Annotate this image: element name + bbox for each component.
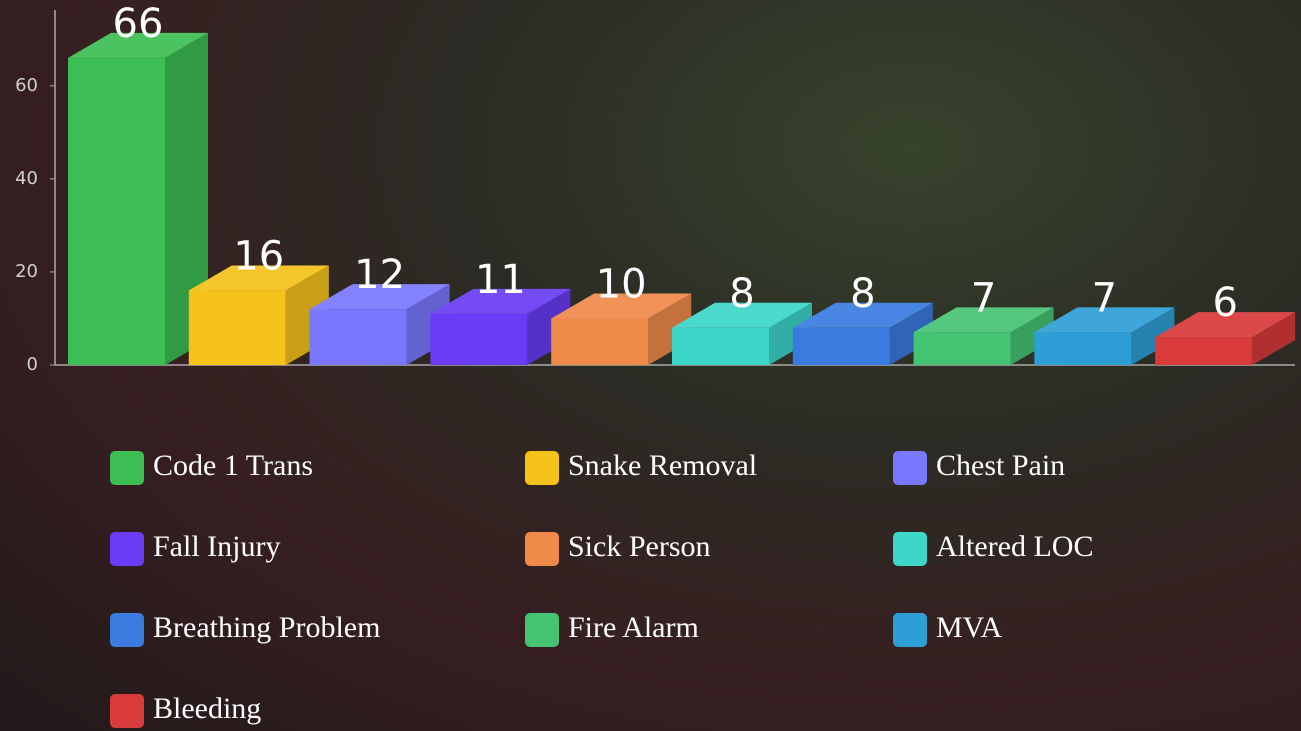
value-label: 16 [233, 234, 284, 280]
bar [188, 290, 286, 365]
bar-side-shade [1010, 307, 1054, 365]
bar-top [672, 302, 812, 328]
legend-swatch [525, 613, 559, 647]
bar-top-shade [68, 32, 208, 58]
bar-top [68, 32, 208, 58]
bar [309, 309, 407, 365]
legend-label: Code 1 Trans [153, 449, 313, 482]
bar-top [430, 288, 571, 314]
bar-top [1155, 312, 1296, 338]
legend-label: Bleeding [153, 692, 261, 725]
bar [430, 313, 528, 365]
bar-side [769, 302, 812, 365]
legend-label: Fall Injury [153, 530, 281, 563]
legend-swatch [110, 451, 144, 485]
bar-top-shade [551, 293, 692, 319]
bar-side-shade [1252, 312, 1296, 365]
y-tick-label: 20 [15, 261, 38, 282]
bar-top [188, 265, 329, 291]
bar-top [913, 307, 1054, 333]
legend-swatch [893, 451, 927, 485]
legend-swatch [110, 694, 144, 728]
value-label: 7 [971, 275, 996, 321]
bar-top-shade [309, 284, 450, 310]
bar-top-shade [430, 288, 571, 314]
bar-top-shade [913, 307, 1054, 333]
bar [672, 327, 769, 365]
bar-top [309, 284, 450, 310]
legend-label: Chest Pain [936, 449, 1065, 482]
legend-swatch [893, 613, 927, 647]
bar-side [1010, 307, 1054, 365]
bar-top [551, 293, 692, 319]
y-tick-label: 60 [15, 75, 38, 96]
bar [68, 57, 165, 365]
value-label: 12 [354, 252, 405, 298]
legend-label: Sick Person [568, 530, 711, 563]
bar [1155, 337, 1253, 365]
legend-label: Snake Removal [568, 449, 757, 482]
bar [1034, 332, 1132, 365]
legend-label: MVA [936, 611, 1002, 644]
bar-top-shade [792, 302, 933, 328]
bar-side-shade [889, 302, 933, 365]
bar-side-shade [769, 302, 812, 365]
bar-top-shade [1034, 307, 1175, 333]
legend-swatch [110, 613, 144, 647]
bar-side [1252, 312, 1296, 365]
legend-swatch [525, 451, 559, 485]
bar [792, 327, 890, 365]
y-tick-label: 40 [15, 168, 38, 189]
bar-top [1034, 307, 1175, 333]
bar-top [792, 302, 933, 328]
value-label: 8 [850, 271, 875, 317]
value-label: 6 [1212, 280, 1237, 326]
legend-label: Fire Alarm [568, 611, 699, 644]
bar [551, 318, 649, 365]
bar-side-shade [165, 32, 208, 365]
value-label: 10 [596, 261, 647, 307]
bar-top-shade [188, 265, 329, 291]
bar-top-shade [672, 302, 812, 328]
bar-side [165, 32, 208, 365]
bar-side-shade [1131, 307, 1175, 365]
value-label: 11 [475, 257, 526, 303]
legend-label: Altered LOC [936, 530, 1093, 563]
bar-side-shade [648, 293, 692, 365]
bar-top-shade [1155, 312, 1296, 338]
legend-swatch [110, 532, 144, 566]
value-label: 8 [729, 271, 754, 317]
value-label: 66 [113, 1, 164, 47]
y-tick-label: 0 [27, 354, 38, 375]
bar-side [1131, 307, 1175, 365]
bar [913, 332, 1011, 365]
legend-label: Breathing Problem [153, 611, 380, 644]
bar-side [648, 293, 692, 365]
legend-swatch [525, 532, 559, 566]
legend-swatch [893, 532, 927, 566]
bar-side [889, 302, 933, 365]
value-label: 7 [1092, 275, 1117, 321]
